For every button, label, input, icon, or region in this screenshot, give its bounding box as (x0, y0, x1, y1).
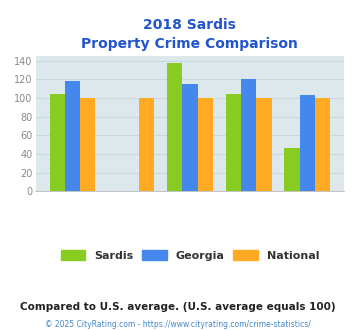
Bar (300, 95, 315, 191)
Bar (139, 98, 154, 191)
Bar (284, 148, 300, 191)
Bar (256, 98, 272, 191)
Title: 2018 Sardis
Property Crime Comparison: 2018 Sardis Property Crime Comparison (82, 18, 298, 51)
Bar (241, 80, 256, 191)
Text: © 2025 CityRating.com - https://www.cityrating.com/crime-statistics/: © 2025 CityRating.com - https://www.city… (45, 320, 310, 329)
Bar (80, 98, 95, 191)
Bar (65, 81, 80, 191)
Legend: Sardis, Georgia, National: Sardis, Georgia, National (56, 246, 323, 265)
Bar (198, 98, 213, 191)
Bar (50, 94, 65, 191)
Bar (226, 94, 241, 191)
Bar (315, 98, 330, 191)
Text: Compared to U.S. average. (U.S. average equals 100): Compared to U.S. average. (U.S. average … (20, 302, 335, 312)
Bar (182, 84, 198, 191)
Bar (167, 63, 182, 191)
